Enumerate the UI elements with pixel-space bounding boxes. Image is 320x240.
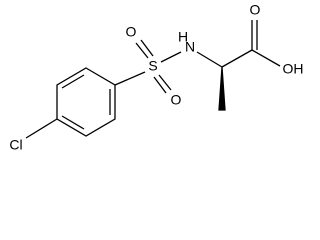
n-c-bond xyxy=(196,51,223,68)
aromatic-bond xyxy=(61,115,85,130)
c-s-bond xyxy=(114,71,146,86)
c-c-bond xyxy=(221,49,253,68)
c-oh-bond xyxy=(251,49,281,67)
wedge-bond xyxy=(218,66,226,111)
atom-label: Cl xyxy=(9,137,22,153)
atom-label: N xyxy=(185,39,195,55)
benzene-ring xyxy=(56,67,116,137)
atom-label: O xyxy=(250,2,261,18)
bonds xyxy=(25,20,281,139)
s-o-double-bond xyxy=(153,76,167,94)
s-o-double-bond xyxy=(158,74,172,91)
s-o-double-bond xyxy=(135,42,149,59)
atom-label: S xyxy=(148,58,157,74)
s-o-double-bond xyxy=(140,39,154,57)
atom-label: O xyxy=(126,24,137,40)
structure-diagram: Cl S O O H N O OH xyxy=(9,2,304,153)
atom-label: O xyxy=(171,92,182,108)
s-n-bond xyxy=(160,51,182,63)
aromatic-bond xyxy=(61,74,85,89)
c-cl-bond xyxy=(25,118,58,139)
atom-label: OH xyxy=(283,61,304,77)
atom-label: H xyxy=(178,29,188,45)
